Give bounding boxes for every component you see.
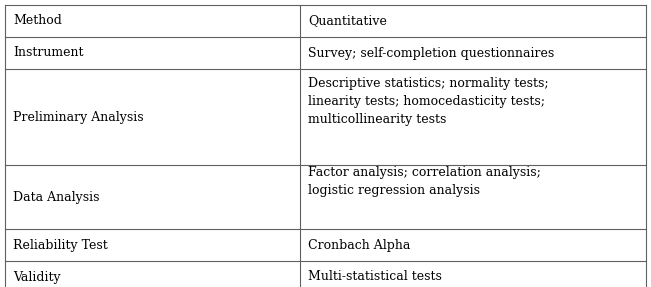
Text: Factor analysis; correlation analysis;: Factor analysis; correlation analysis;	[308, 166, 541, 179]
Text: Descriptive statistics; normality tests;: Descriptive statistics; normality tests;	[308, 77, 549, 90]
Text: multicollinearity tests: multicollinearity tests	[308, 113, 447, 127]
Text: Multi-statistical tests: Multi-statistical tests	[308, 271, 442, 284]
Text: Quantitative: Quantitative	[308, 15, 387, 28]
Text: linearity tests; homocedasticity tests;: linearity tests; homocedasticity tests;	[308, 96, 545, 108]
Text: Reliability Test: Reliability Test	[13, 238, 108, 251]
Text: Instrument: Instrument	[13, 46, 83, 59]
Text: Survey; self-completion questionnaires: Survey; self-completion questionnaires	[308, 46, 554, 59]
Text: Cronbach Alpha: Cronbach Alpha	[308, 238, 410, 251]
Text: Data Analysis: Data Analysis	[13, 191, 100, 203]
Text: Preliminary Analysis: Preliminary Analysis	[13, 110, 144, 123]
Text: Method: Method	[13, 15, 62, 28]
Text: logistic regression analysis: logistic regression analysis	[308, 185, 480, 197]
Text: Validity: Validity	[13, 271, 61, 284]
